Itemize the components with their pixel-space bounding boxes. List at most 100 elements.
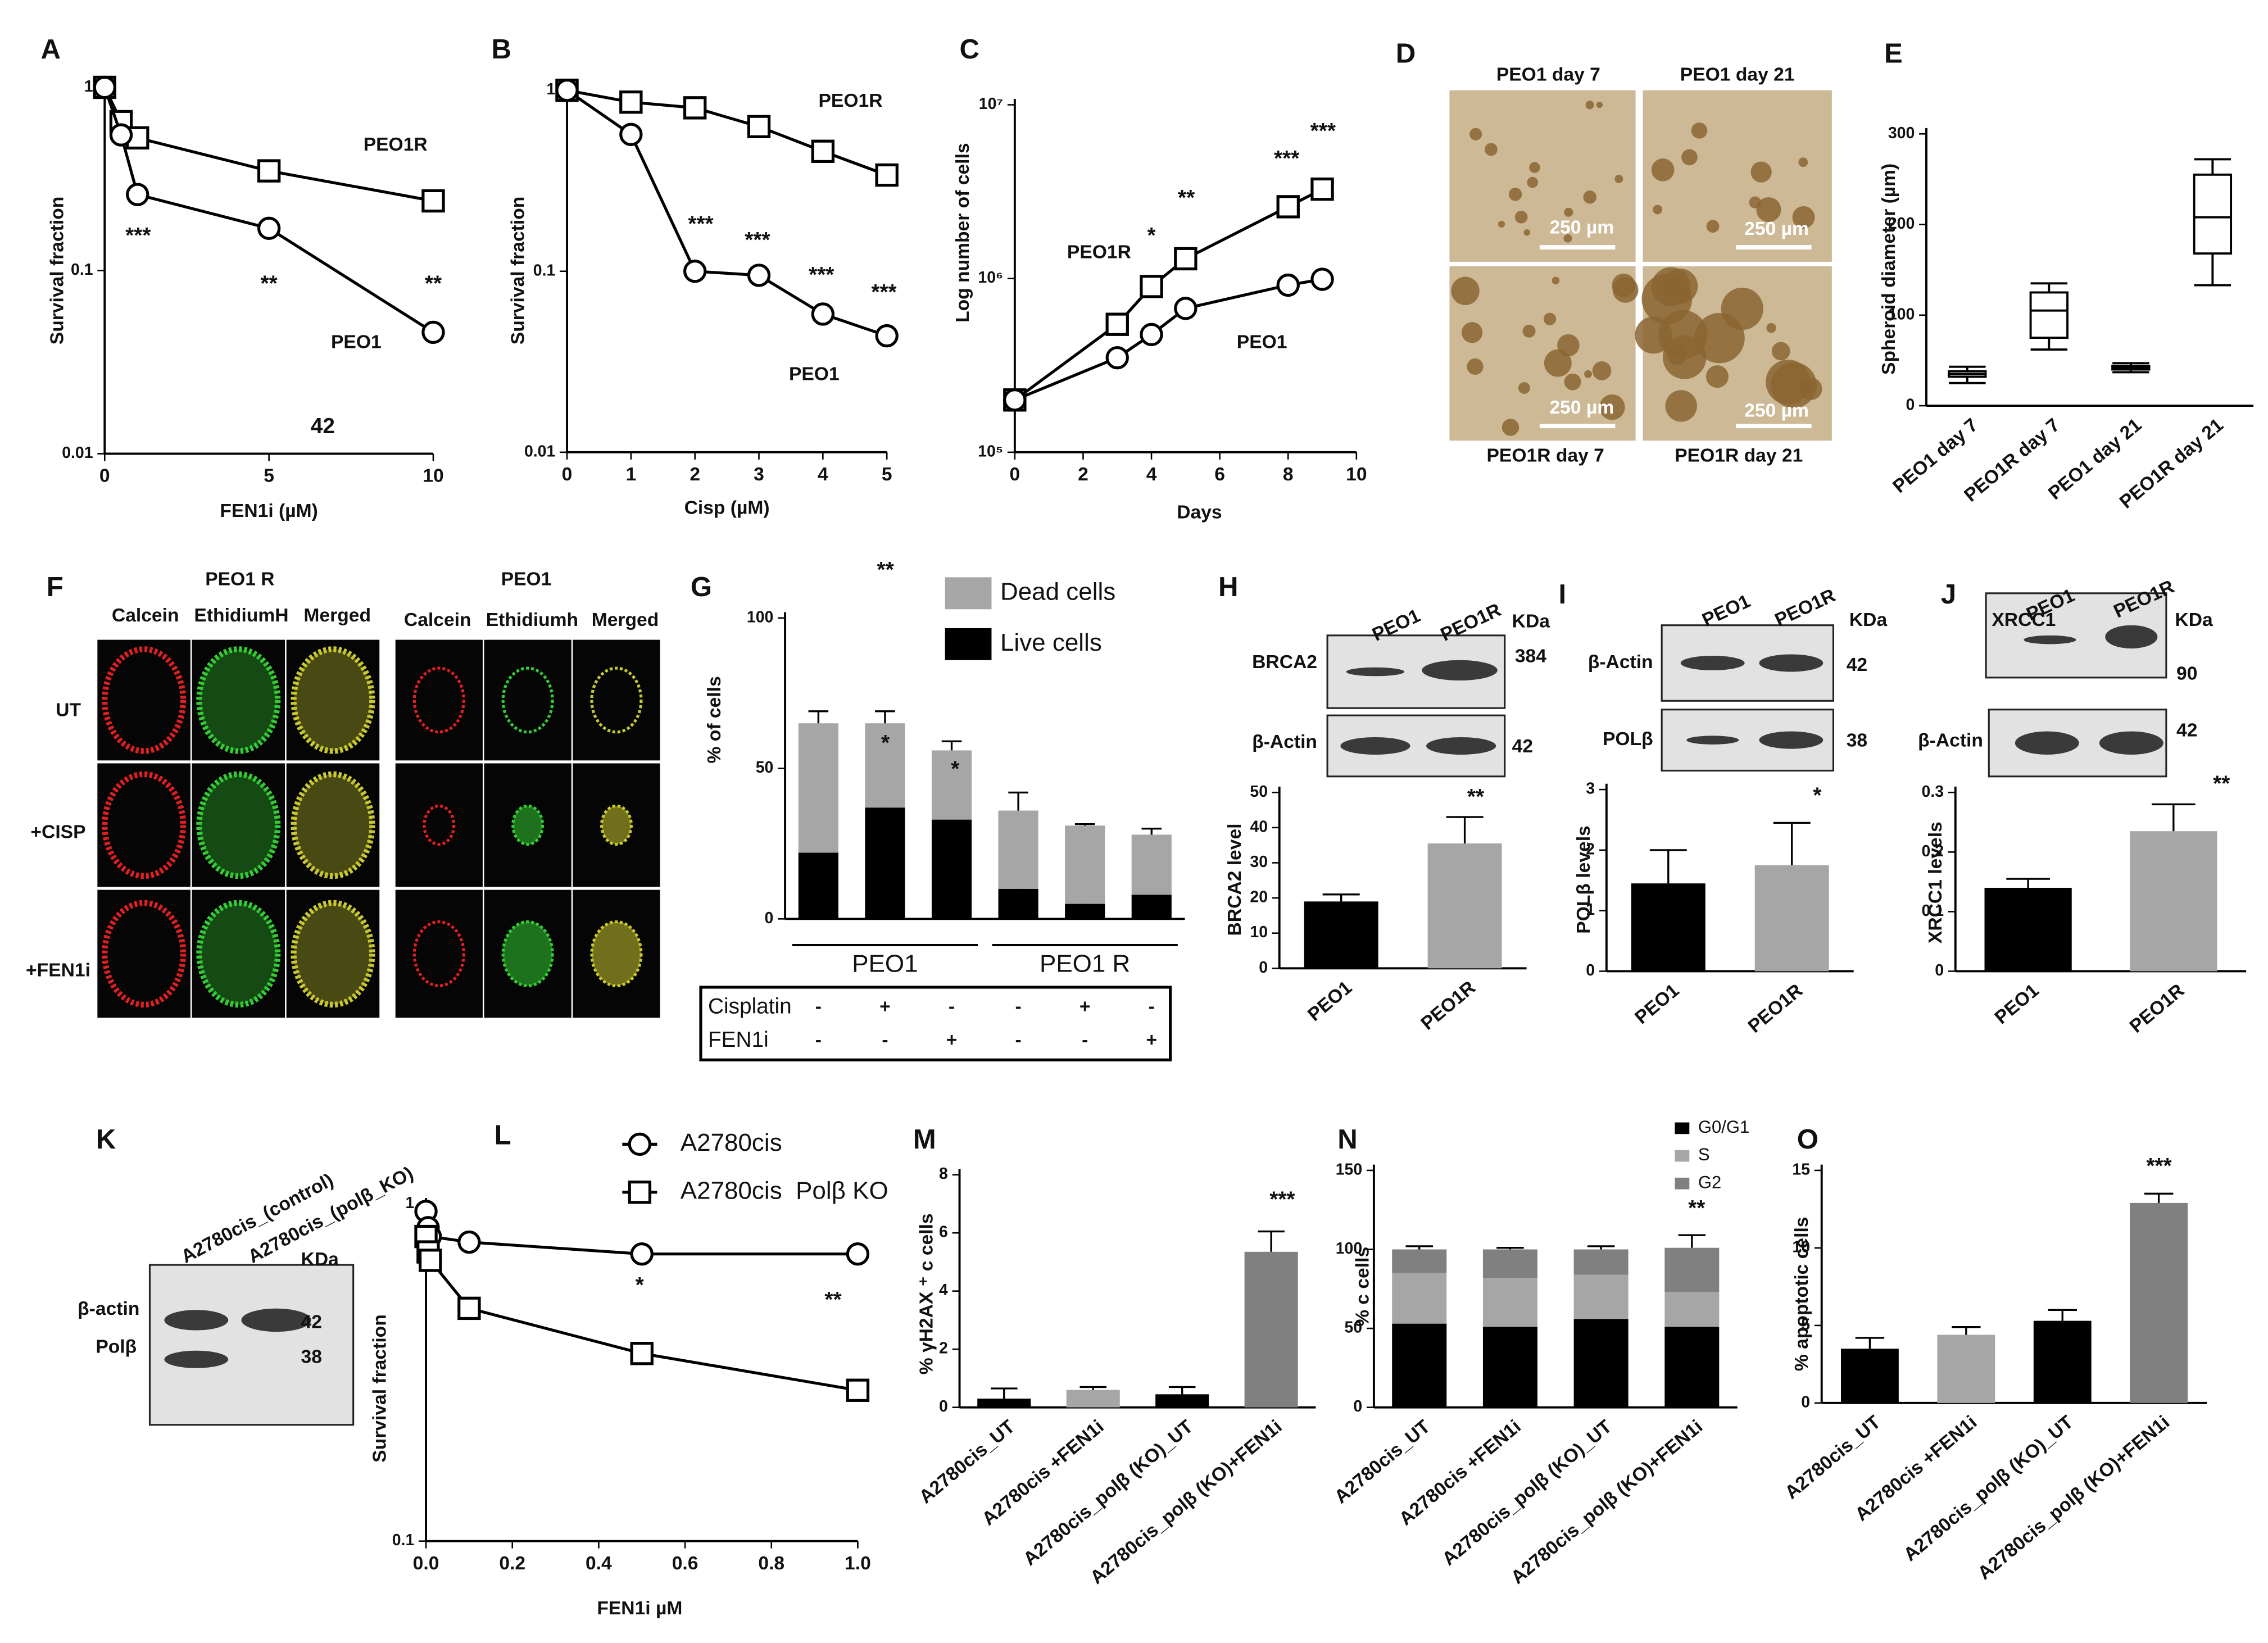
x-tick-label: 10 [1346, 464, 1367, 485]
group-label: PEO1 [852, 950, 918, 978]
y-axis-label: Survival fraction [508, 197, 529, 344]
cell-spheroid [291, 771, 375, 879]
blot-band [2105, 625, 2158, 649]
group-title: PEO1 [501, 569, 552, 589]
spheroid [1665, 390, 1697, 422]
band-size: 42 [2176, 720, 2197, 741]
y-axis-label: % of cells [704, 676, 725, 763]
band-size: 38 [1847, 730, 1867, 751]
bar [1984, 887, 2072, 972]
group-label: PEO1 R [1040, 950, 1130, 978]
bar [998, 810, 1038, 889]
condition-value: + [879, 996, 891, 1017]
y-tick-label: 100 [1336, 1240, 1362, 1258]
y-tick-label: 150 [1336, 1160, 1362, 1178]
bar [1131, 834, 1172, 895]
spheroid [1529, 162, 1540, 173]
spheroid [1543, 312, 1557, 325]
cell-spheroid [501, 920, 554, 987]
marker [811, 302, 835, 326]
y-tick-label: 0.2 [1922, 842, 1944, 860]
legend-swatch [1675, 1150, 1690, 1162]
bar [977, 1399, 1031, 1408]
blot-band [1426, 737, 1496, 755]
y-tick-label: 0 [1353, 1397, 1362, 1415]
condition-value: + [1146, 1030, 1157, 1051]
spheroid [1599, 394, 1625, 420]
band-label: β-Actin [1252, 732, 1317, 752]
blot-band [1346, 667, 1405, 677]
spheroid [1614, 175, 1623, 183]
marker [846, 1378, 870, 1402]
spheroid [1653, 205, 1663, 215]
condition-value: - [882, 1030, 888, 1051]
panel-label: O [1797, 1124, 1818, 1155]
band-size: 90 [2176, 664, 2197, 684]
y-tick-label: 0.1 [392, 1531, 415, 1549]
fluorescence-image [395, 889, 483, 1018]
x-axis-label: Days [1177, 502, 1222, 523]
legend-swatch [945, 577, 992, 610]
marker [846, 1242, 870, 1266]
panel-label: A [40, 34, 60, 65]
condition-value: + [946, 1030, 958, 1051]
y-tick-label: 2 [939, 1340, 948, 1358]
spheroid [1523, 229, 1531, 236]
y-tick-label: 10 [1250, 923, 1268, 941]
bar [1065, 904, 1105, 919]
condition-value: - [815, 1030, 822, 1051]
marker [1310, 267, 1334, 291]
fluorescence-image [286, 889, 380, 1018]
blot-band [1340, 737, 1410, 755]
bar [1066, 1390, 1120, 1408]
cell-spheroid [412, 666, 465, 734]
y-tick-label: 0 [1801, 1393, 1810, 1411]
condition-name: FEN1i [708, 1028, 769, 1052]
x-tick-label: 0 [99, 466, 110, 487]
y-tick-label: 3 [1586, 780, 1595, 798]
bar [1065, 825, 1105, 904]
spheroid [1612, 273, 1636, 297]
panel-label: F [47, 572, 63, 602]
bar [1392, 1323, 1447, 1408]
channel-label: Ethidiumh [486, 610, 578, 630]
fluorescence-image [97, 639, 190, 761]
image-title: PEO1 day 7 [1496, 65, 1600, 85]
bar [931, 750, 972, 820]
annotation: * [1147, 224, 1156, 248]
y-tick-label: 0 [1259, 959, 1268, 977]
annotation: *** [1269, 1188, 1295, 1212]
x-tick-label: 0 [562, 464, 573, 485]
y-axis-label: % c cells [1353, 1247, 1373, 1327]
spheroid [1564, 373, 1581, 391]
bar [865, 807, 905, 919]
series-label: PEO1 [1237, 332, 1287, 353]
legend-label: S [1698, 1145, 1710, 1164]
spheroid [1563, 234, 1572, 243]
bar [1392, 1273, 1447, 1324]
spheroid [1469, 128, 1482, 140]
decor [97, 90, 2167, 1426]
spheroid [1485, 143, 1498, 156]
series-label: PEO1 [789, 364, 840, 385]
cell-spheroid [590, 666, 643, 734]
condition-value: - [815, 996, 822, 1017]
spheroid [1592, 361, 1612, 380]
marker [630, 1342, 654, 1365]
y-tick-label: 0.01 [524, 442, 556, 460]
band-label: β-Actin [1918, 730, 1983, 751]
condition-table [699, 986, 1172, 1061]
annotation: *** [688, 212, 714, 237]
cell-spheroid [501, 666, 554, 734]
band-label: Polβ [96, 1336, 137, 1357]
spheroid [1681, 149, 1698, 166]
y-tick-label: 200 [1888, 215, 1915, 233]
bar [798, 852, 838, 919]
spheroid [1508, 188, 1522, 201]
y-tick-label: 10⁵ [978, 442, 1003, 460]
y-tick-label: 10⁷ [979, 95, 1003, 113]
x-tick-label: 0.8 [758, 1553, 784, 1574]
panel-label: H [1218, 572, 1239, 602]
spheroid [1798, 157, 1808, 167]
spheroid [1518, 382, 1530, 394]
